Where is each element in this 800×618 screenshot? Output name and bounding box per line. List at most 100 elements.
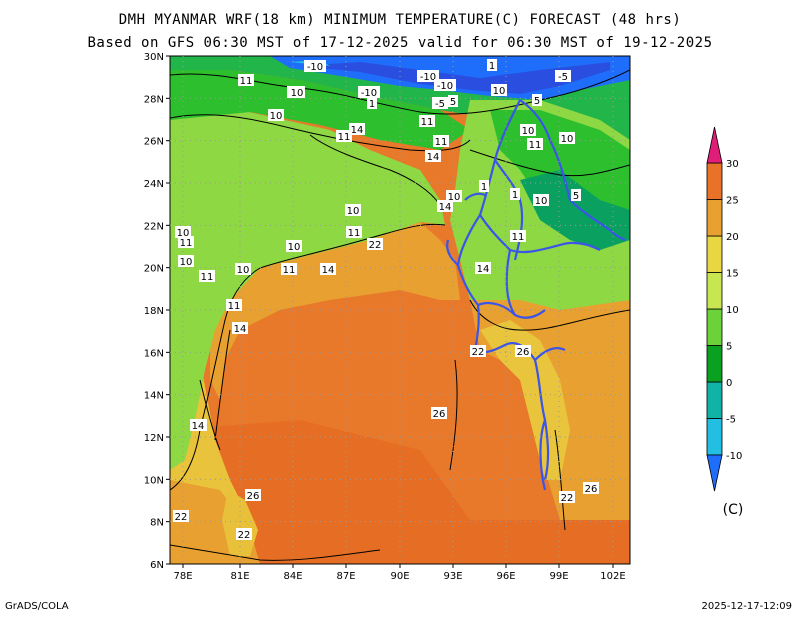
colorbar-level-label: 25 [726, 196, 739, 207]
colorbar-segment [706, 162, 723, 200]
contour-label: 22 [367, 238, 383, 251]
svg-text:1: 1 [512, 190, 518, 201]
svg-text:22: 22 [561, 493, 574, 504]
contour-label: 11 [346, 226, 362, 239]
contour-label: 22 [470, 345, 486, 358]
svg-text:26: 26 [433, 409, 446, 420]
x-tick-label: 93E [443, 571, 462, 582]
contour-label: 5 [571, 189, 581, 202]
contour-label: 26 [583, 482, 599, 495]
chart-title: DMH MYANMAR WRF(18 km) MINIMUM TEMPERATU… [118, 12, 682, 28]
svg-text:10: 10 [237, 265, 250, 276]
contour-label: 10 [345, 204, 361, 217]
contour-label: 5 [532, 94, 542, 107]
svg-text:10: 10 [180, 257, 193, 268]
colorbar-unit-label: (C) [723, 502, 744, 518]
svg-text:10: 10 [522, 126, 535, 137]
svg-text:26: 26 [247, 491, 260, 502]
contour-label: 1 [487, 59, 497, 72]
colorbar-level-label: 30 [726, 159, 739, 170]
colorbar-level-label: 5 [726, 342, 732, 353]
contour-label: 11 [178, 236, 194, 249]
contour-label: 11 [527, 138, 543, 151]
colorbar-segment [706, 308, 723, 346]
contour-label: 11 [419, 115, 435, 128]
svg-text:11: 11 [421, 117, 434, 128]
svg-text:1: 1 [481, 182, 487, 193]
svg-text:11: 11 [228, 301, 241, 312]
svg-text:14: 14 [322, 265, 335, 276]
svg-text:10: 10 [347, 206, 360, 217]
y-tick-label: 20N [144, 264, 164, 275]
x-tick-label: 78E [173, 571, 192, 582]
x-tick-label: 84E [283, 571, 302, 582]
svg-text:1: 1 [489, 61, 495, 72]
y-tick-label: 10N [144, 475, 164, 486]
svg-text:26: 26 [585, 484, 598, 495]
svg-text:-10: -10 [437, 81, 453, 92]
contour-label: 10 [178, 255, 194, 268]
svg-text:10: 10 [288, 242, 301, 253]
footer-timestamp: 2025-12-17-12:09 [701, 601, 792, 612]
svg-text:-5: -5 [435, 99, 445, 110]
colorbar-segment [706, 272, 723, 310]
contour-label: 11 [336, 130, 352, 143]
contour-label: 26 [431, 407, 447, 420]
svg-text:10: 10 [535, 196, 548, 207]
svg-text:10: 10 [177, 228, 190, 239]
contour-label: 11 [281, 263, 297, 276]
y-tick-label: 6N [150, 560, 164, 571]
svg-text:5: 5 [534, 96, 540, 107]
y-axis: 30N 28N 26N 24N 22N 20N 18N 16N 14N 12N 10N 8N 6N [144, 52, 170, 571]
x-tick-label: 96E [496, 571, 515, 582]
y-tick-label: 22N [144, 221, 164, 232]
svg-text:10: 10 [270, 111, 283, 122]
colorbar-level-label: 10 [726, 305, 739, 316]
footer-software: GrADS/COLA [5, 601, 69, 612]
colorbar-segment [706, 381, 723, 419]
y-tick-label: 12N [144, 433, 164, 444]
svg-text:22: 22 [369, 240, 382, 251]
svg-text:-5: -5 [558, 72, 568, 83]
contour-label: 10 [520, 124, 536, 137]
svg-text:11: 11 [529, 140, 542, 151]
contour-label: -5 [432, 97, 448, 110]
svg-text:11: 11 [283, 265, 296, 276]
contour-label: 10 [286, 240, 302, 253]
x-tick-label: 99E [549, 571, 568, 582]
colorbar-segment [706, 199, 723, 237]
colorbar-segment [706, 418, 723, 456]
x-axis: 78E 81E 84E 87E 90E 93E 96E 99E 102E [173, 564, 626, 582]
svg-text:11: 11 [180, 238, 193, 249]
x-tick-label: 90E [390, 571, 409, 582]
svg-text:11: 11 [512, 232, 525, 243]
contour-label: 11 [510, 230, 526, 243]
contour-label: 10 [533, 194, 549, 207]
contour-label: 14 [475, 262, 491, 275]
contour-label: 22 [559, 491, 575, 504]
contour-label: 22 [173, 510, 189, 523]
contour-label: 10 [175, 226, 191, 239]
contour-label: 10 [268, 109, 284, 122]
contour-label: 10 [491, 84, 507, 97]
svg-text:14: 14 [351, 125, 364, 136]
x-tick-label: 102E [600, 571, 625, 582]
contour-label: 22 [236, 528, 252, 541]
colorbar-level-label: -10 [726, 451, 742, 462]
y-tick-label: 24N [144, 179, 164, 190]
y-tick-label: 26N [144, 137, 164, 148]
svg-text:10: 10 [493, 86, 506, 97]
colorbar-level-label: 15 [726, 269, 739, 280]
y-tick-label: 28N [144, 94, 164, 105]
svg-text:10: 10 [291, 88, 304, 99]
contour-labels: -10-10-10-10-551-51110101105101114111011… [173, 59, 599, 541]
contour-label: -10 [434, 79, 456, 92]
colorbar: -10 -5 0 5 10 15 20 25 30 (C) [706, 126, 744, 518]
chart-subtitle: Based on GFS 06:30 MST of 17-12-2025 val… [87, 35, 713, 51]
svg-text:5: 5 [573, 191, 579, 202]
svg-text:1: 1 [369, 99, 375, 110]
contour-label: 26 [245, 489, 261, 502]
grid-lines [170, 56, 630, 564]
svg-text:11: 11 [201, 272, 214, 283]
contour-label: 11 [238, 74, 254, 87]
